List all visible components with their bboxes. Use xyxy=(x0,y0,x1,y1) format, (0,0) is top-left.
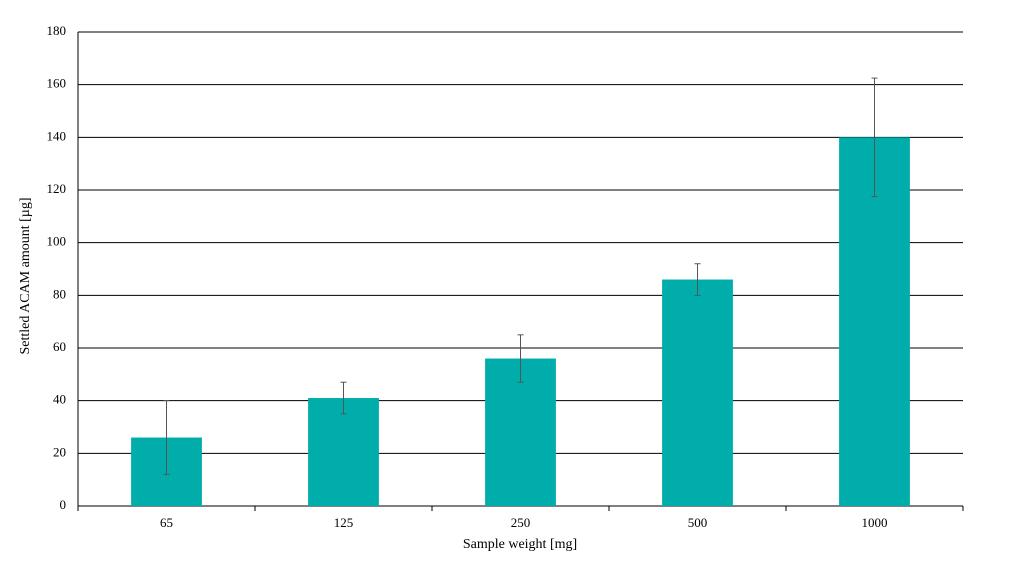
y-tick-label: 140 xyxy=(47,128,67,143)
y-tick-label: 80 xyxy=(53,286,66,301)
error-bar xyxy=(517,334,524,383)
y-tick-label: 40 xyxy=(53,392,66,407)
x-tick-label: 65 xyxy=(160,515,173,530)
error-bar xyxy=(694,263,701,296)
error-bar xyxy=(871,77,878,198)
x-tick-label: 125 xyxy=(334,515,354,530)
y-axis-title: Settled ACAM amount [µg] xyxy=(18,197,33,354)
bar xyxy=(839,137,910,507)
y-tick-label: 100 xyxy=(47,234,67,249)
y-tick-label: 160 xyxy=(47,76,67,91)
x-axis-title: Sample weight [mg] xyxy=(463,537,577,552)
y-tick-label: 180 xyxy=(47,23,67,38)
y-tick-label: 0 xyxy=(60,497,67,512)
x-tick-label: 1000 xyxy=(862,515,888,530)
bar xyxy=(308,398,379,506)
y-tick-label: 120 xyxy=(47,181,67,196)
bar xyxy=(485,358,556,506)
y-tick-label: 60 xyxy=(53,339,66,354)
error-bar xyxy=(340,381,347,415)
x-tick-label: 500 xyxy=(688,515,708,530)
x-tick-label: 250 xyxy=(511,515,531,530)
y-tick-label: 20 xyxy=(53,444,66,459)
error-bar xyxy=(163,400,170,475)
bar xyxy=(662,279,733,506)
